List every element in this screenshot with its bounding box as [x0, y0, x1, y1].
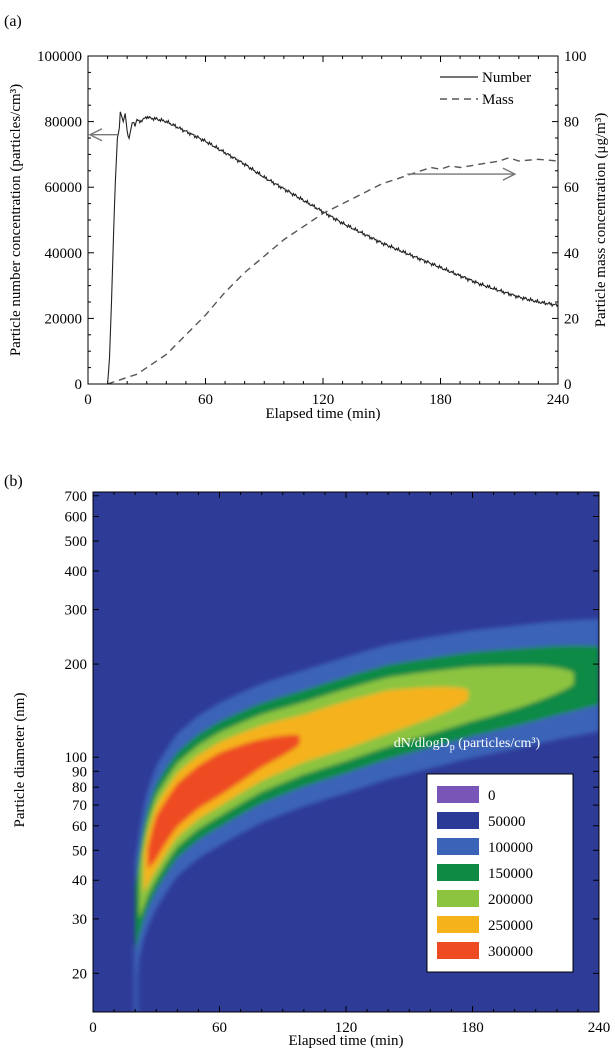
- b-x-tick-label: 0: [89, 1020, 97, 1036]
- panel-a: (a) 0 60 120 180 240020000400006000080000100…: [4, 13, 609, 422]
- b-y-tick-label: 60: [72, 819, 87, 835]
- b-y-tick-label: 80: [72, 780, 87, 796]
- b-y-tick-label: 50: [72, 843, 87, 859]
- panel-a-right-y-axis-label: Particle mass concentration (μg/m³): [593, 113, 609, 328]
- b-y-tick-label: 30: [72, 912, 87, 928]
- contour-band-200000: [139, 665, 574, 919]
- b-x-tick-label: 60: [212, 1020, 227, 1036]
- b-y-tick-label: 400: [65, 564, 88, 580]
- x-tick-label: 0: [84, 392, 92, 408]
- b-y-tick-label: 300: [65, 603, 88, 619]
- legend-label: 0: [488, 788, 496, 804]
- y-left-tick-label: 100000: [37, 49, 82, 65]
- x-tick-label: 120: [312, 392, 335, 408]
- colorbar-legend: 0 50000 100000 150000 200000 250000 300000: [426, 773, 574, 973]
- panel-b-label: (b): [4, 473, 23, 490]
- b-y-tick-label: 90: [72, 764, 87, 780]
- b-y-tick-label: 20: [72, 966, 87, 982]
- legend-swatch-150000: [437, 864, 479, 881]
- panel-b-x-axis-label: Elapsed time (min): [289, 1033, 404, 1049]
- y-left-tick-label: 0: [75, 377, 83, 393]
- panel-b-y-axis-label: Particle diameter (nm): [12, 693, 28, 828]
- panel-b-heatmap: [93, 492, 599, 1012]
- legend-swatch-300000: [437, 942, 479, 959]
- panel-a-x-axis-label: Elapsed time (min): [266, 406, 381, 422]
- panel-a-legend: Number Mass: [440, 70, 531, 108]
- y-right-tick-label: 40: [564, 246, 579, 262]
- b-y-tick-label: 100: [65, 750, 88, 766]
- legend-swatch-50000: [437, 812, 479, 829]
- b-x-tick-label: 240: [588, 1020, 611, 1036]
- y-left-tick-label: 80000: [45, 115, 83, 131]
- b-x-tick-label: 120: [335, 1020, 358, 1036]
- heatmap-contour-bands: [133, 619, 599, 1012]
- panel-a-plot-frame: [87, 55, 559, 385]
- b-x-tick-label: 180: [461, 1020, 484, 1036]
- series-number-line: [88, 111, 558, 384]
- y-right-tick-label: 80: [564, 115, 579, 131]
- b-y-tick-label: 70: [72, 798, 87, 814]
- legend-label: 200000: [488, 892, 533, 908]
- contour-tail: [133, 943, 140, 1012]
- panel-a-left-y-axis-label: Particle number concentration (particles…: [8, 84, 24, 356]
- legend-label: 300000: [488, 944, 533, 960]
- panel-a-annotations: [88, 128, 517, 181]
- panel-a-ticks: 0 60 120 180 2400200004000060000800001000000…: [37, 49, 587, 408]
- legend-label: 50000: [488, 814, 526, 830]
- panel-a-label: (a): [4, 13, 22, 30]
- contour-band-300000: [147, 734, 300, 869]
- b-y-tick-label: 200: [65, 657, 88, 673]
- panel-a-series: [88, 111, 558, 384]
- series-mass-line: [107, 156, 558, 384]
- legend-number-label: Number: [482, 70, 531, 86]
- y-right-tick-label: 20: [564, 311, 579, 327]
- x-tick-label: 60: [198, 392, 213, 408]
- legend-label: 100000: [488, 840, 533, 856]
- arrow-to-left-axis-head: [88, 128, 103, 142]
- x-tick-label: 240: [547, 392, 570, 408]
- b-y-tick-label: 700: [65, 489, 88, 505]
- arrow-to-right-axis-head: [502, 167, 517, 181]
- legend-label: 250000: [488, 918, 533, 934]
- legend-swatch-0: [437, 786, 479, 803]
- y-left-tick-label: 60000: [45, 180, 83, 196]
- b-y-tick-label: 40: [72, 873, 87, 889]
- legend-swatch-200000: [437, 890, 479, 907]
- legend-label: 150000: [488, 866, 533, 882]
- legend-mass-label: Mass: [482, 92, 514, 108]
- y-left-tick-label: 20000: [45, 311, 83, 327]
- legend-swatch-100000: [437, 838, 479, 855]
- b-y-tick-label: 600: [65, 509, 88, 525]
- colorbar-title: dN/dlogDp (particles/cm³): [394, 736, 541, 753]
- x-tick-label: 180: [429, 392, 452, 408]
- y-left-tick-label: 40000: [45, 246, 83, 262]
- y-right-tick-label: 0: [564, 377, 572, 393]
- legend-swatch-250000: [437, 916, 479, 933]
- y-right-tick-label: 100: [564, 49, 587, 65]
- b-y-tick-label: 500: [65, 534, 88, 550]
- y-right-tick-label: 60: [564, 180, 579, 196]
